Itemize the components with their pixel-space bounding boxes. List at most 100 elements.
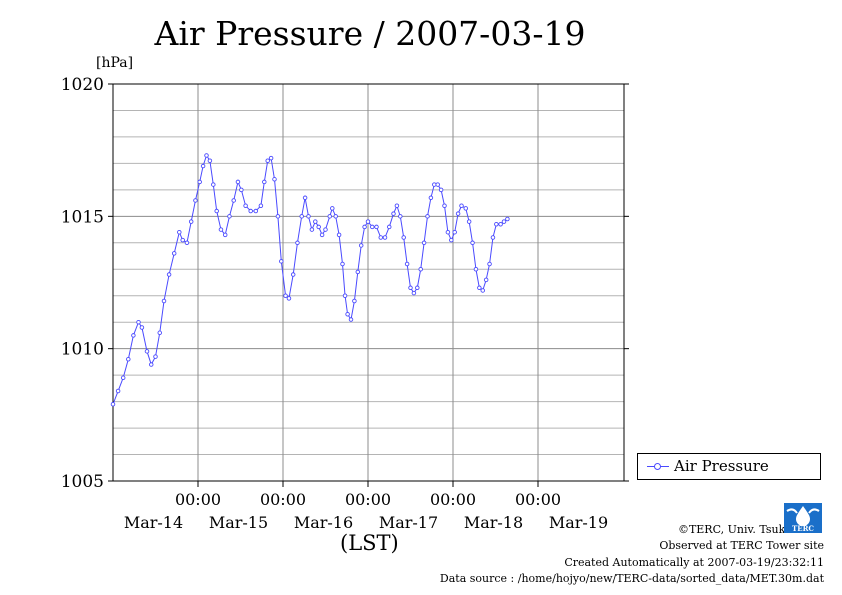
data-point bbox=[302, 195, 308, 201]
data-point bbox=[330, 206, 335, 211]
data-point bbox=[445, 229, 451, 235]
x-date-label: Mar-15 bbox=[209, 513, 268, 532]
data-point bbox=[463, 206, 469, 211]
data-point bbox=[408, 285, 413, 291]
data-point bbox=[342, 293, 348, 298]
data-point bbox=[382, 235, 388, 240]
data-point bbox=[340, 261, 345, 267]
data-point bbox=[398, 214, 403, 219]
data-point bbox=[452, 229, 457, 235]
data-point bbox=[265, 158, 270, 164]
data-point bbox=[387, 224, 392, 230]
data-point bbox=[227, 214, 232, 219]
copyright-text: ©TERC, Univ. Tsukuba bbox=[677, 523, 806, 536]
x-date-label: Mar-18 bbox=[464, 513, 523, 532]
chart-title: Air Pressure / 2007-03-19 bbox=[154, 14, 586, 53]
y-tick-label: 1020 bbox=[61, 75, 104, 95]
data-point bbox=[211, 182, 216, 187]
data-point bbox=[480, 288, 486, 293]
x-date-label: Mar-19 bbox=[549, 513, 608, 532]
data-point bbox=[126, 357, 131, 362]
data-point bbox=[306, 214, 311, 219]
data-point bbox=[449, 237, 454, 243]
data-point bbox=[313, 219, 318, 224]
data-point bbox=[394, 203, 400, 208]
data-point bbox=[197, 179, 202, 185]
data-point bbox=[139, 325, 145, 330]
logo-text: TERC bbox=[792, 524, 814, 533]
x-axis-label: (LST) bbox=[340, 531, 399, 555]
data-point bbox=[477, 285, 482, 291]
data-point bbox=[374, 224, 379, 230]
data-point bbox=[204, 153, 209, 158]
data-point bbox=[283, 293, 288, 298]
data-point bbox=[188, 219, 194, 224]
data-point bbox=[418, 267, 423, 272]
data-point bbox=[425, 214, 430, 219]
data-point bbox=[365, 219, 371, 224]
data-point bbox=[358, 243, 364, 248]
data-point bbox=[148, 362, 154, 367]
data-point bbox=[239, 187, 244, 193]
data-point bbox=[459, 203, 464, 208]
data-point bbox=[473, 267, 479, 272]
observed-text: Observed at TERC Tower site bbox=[659, 539, 824, 552]
x-tick-time-label: 00:00 bbox=[515, 490, 561, 509]
x-date-label: Mar-14 bbox=[124, 513, 183, 532]
data-point bbox=[501, 219, 507, 224]
data-point bbox=[421, 240, 427, 246]
data-point bbox=[487, 261, 492, 267]
data-point bbox=[235, 179, 241, 185]
data-point bbox=[177, 229, 182, 235]
data-point bbox=[286, 296, 292, 301]
data-point bbox=[153, 354, 158, 359]
legend-label: Air Pressure bbox=[674, 457, 769, 475]
data-point bbox=[309, 227, 315, 232]
data-point bbox=[505, 216, 510, 222]
data-point bbox=[401, 235, 406, 240]
y-tick-label: 1010 bbox=[61, 340, 104, 360]
created-text: Created Automatically at 2007-03-19/23:3… bbox=[564, 556, 824, 569]
data-point bbox=[166, 272, 172, 277]
data-point bbox=[490, 235, 496, 240]
data-point bbox=[362, 224, 367, 230]
data-point bbox=[200, 163, 206, 169]
data-point bbox=[214, 208, 219, 214]
data-point bbox=[193, 198, 198, 203]
data-point bbox=[336, 232, 342, 238]
data-point bbox=[144, 349, 150, 354]
data-point bbox=[498, 222, 503, 227]
y-tick-label: 1015 bbox=[61, 207, 104, 227]
data-point bbox=[323, 227, 328, 232]
data-point bbox=[120, 375, 126, 381]
x-date-label: Mar-16 bbox=[294, 513, 353, 532]
data-point bbox=[411, 290, 417, 296]
x-tick-time-label: 00:00 bbox=[345, 490, 391, 509]
data-point bbox=[494, 222, 499, 227]
data-point bbox=[391, 211, 396, 216]
data-point bbox=[370, 224, 375, 230]
data-point bbox=[333, 214, 338, 219]
data-point bbox=[207, 158, 213, 164]
data-point bbox=[218, 227, 224, 232]
data-point bbox=[428, 195, 434, 201]
data-point bbox=[415, 285, 420, 291]
data-point bbox=[319, 232, 325, 238]
data-point bbox=[243, 203, 248, 208]
data-point bbox=[275, 214, 281, 219]
data-point bbox=[171, 251, 177, 256]
data-point bbox=[268, 155, 274, 161]
data-point bbox=[136, 319, 141, 325]
data-point bbox=[348, 317, 354, 322]
x-date-label: Mar-17 bbox=[379, 513, 438, 532]
x-tick-time-label: 00:00 bbox=[175, 490, 221, 509]
data-point bbox=[262, 179, 267, 185]
data-point bbox=[161, 298, 167, 304]
data-point bbox=[327, 214, 333, 219]
data-point bbox=[131, 333, 136, 338]
data-point bbox=[355, 269, 361, 275]
data-point bbox=[299, 214, 304, 219]
data-point bbox=[483, 277, 489, 283]
data-point bbox=[455, 211, 461, 216]
legend: Air Pressure bbox=[637, 453, 821, 480]
